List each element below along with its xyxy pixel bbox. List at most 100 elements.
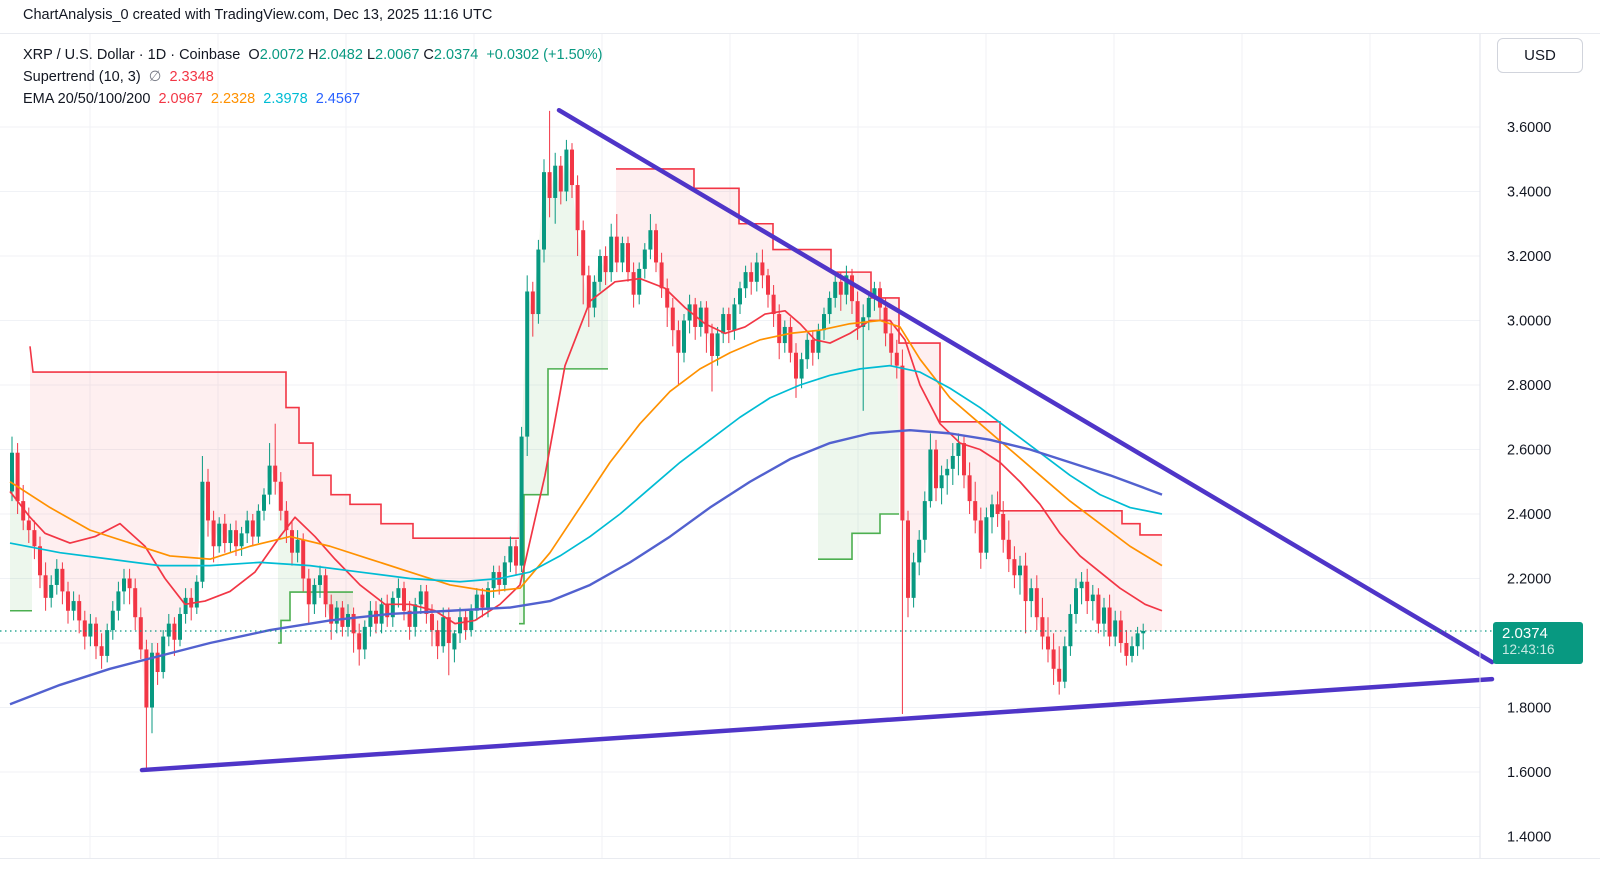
candle-body xyxy=(670,307,675,331)
supertrend-uptrend-zone xyxy=(278,496,353,643)
candle-body xyxy=(962,443,966,476)
candle-body xyxy=(435,630,440,647)
supertrend-uptrend-zone xyxy=(519,149,608,624)
page-title: ChartAnalysis_0 created with TradingView… xyxy=(23,7,493,23)
candle-body xyxy=(547,172,552,198)
candle-body xyxy=(127,578,132,589)
candle-body xyxy=(418,591,423,605)
chart-legend: XRP / U.S. Dollar · 1D · Coinbase O2.007… xyxy=(23,44,602,110)
axis-label-2.4000: 2.4000 xyxy=(1507,507,1551,523)
candle-body xyxy=(340,607,345,627)
candle-body xyxy=(614,236,619,263)
candle-body xyxy=(122,578,126,592)
candle-body xyxy=(984,517,989,553)
candle-body xyxy=(228,530,233,544)
candle-body xyxy=(1074,588,1078,614)
candle-body xyxy=(1124,643,1129,656)
candle-body xyxy=(318,575,322,585)
candle-body xyxy=(15,452,20,502)
axis-label-3.4000: 3.4000 xyxy=(1507,185,1551,201)
candle-body xyxy=(390,597,395,618)
candle-body xyxy=(250,520,255,537)
ema50-line xyxy=(9,319,1163,593)
candle-body xyxy=(407,610,412,627)
candle-body xyxy=(810,339,815,353)
candle-body xyxy=(385,604,390,618)
candle-body xyxy=(609,236,614,273)
candle-body xyxy=(486,588,490,608)
supertrend-support-line xyxy=(278,591,353,644)
ema200-line xyxy=(9,428,1163,706)
candle-body xyxy=(295,539,300,553)
candle-body xyxy=(592,281,597,308)
candle-body xyxy=(21,501,26,521)
candle-body xyxy=(82,620,87,637)
title-bar: ChartAnalysis_0 created with TradingView… xyxy=(0,0,1600,34)
candle-body xyxy=(1102,607,1106,624)
candle-body xyxy=(799,359,804,379)
supertrend-resistance-line xyxy=(616,168,1162,536)
supertrend-support-line xyxy=(519,368,608,625)
candle-body xyxy=(659,262,664,289)
open-label: O xyxy=(248,47,260,63)
candle-body xyxy=(1046,636,1050,650)
candle-body xyxy=(866,297,871,318)
axis-label-3.2000: 3.2000 xyxy=(1507,249,1551,265)
candle-body xyxy=(222,523,227,544)
candle-body xyxy=(278,481,283,511)
candle-body xyxy=(116,591,121,611)
candle-body xyxy=(284,510,289,531)
candle-body xyxy=(150,652,154,708)
candle-body xyxy=(38,546,42,576)
candle-body xyxy=(245,520,250,534)
candle-body xyxy=(687,304,692,321)
candle-body xyxy=(598,256,602,282)
candle-body xyxy=(1113,620,1118,637)
candle-body xyxy=(906,520,910,598)
candle-body xyxy=(290,530,294,553)
candle-body xyxy=(474,594,479,611)
change-value: +0.0302 (+1.50%) xyxy=(486,47,603,63)
candle-body xyxy=(754,262,759,282)
candle-body xyxy=(788,326,793,353)
candle-body xyxy=(402,588,406,611)
descending-resistance-trendline[interactable] xyxy=(556,107,1495,665)
candle-body xyxy=(1034,588,1039,618)
price-scale[interactable] xyxy=(1480,33,1600,858)
candle-body xyxy=(1141,630,1146,634)
candle-body xyxy=(491,572,496,589)
candle-body xyxy=(575,185,580,231)
candle-body xyxy=(542,172,546,250)
candle-body xyxy=(676,330,681,353)
candle-body xyxy=(637,268,642,295)
candle-body xyxy=(458,617,462,634)
currency-toggle-button[interactable]: USD xyxy=(1497,38,1583,73)
candle-body xyxy=(49,584,54,598)
average-icon: ∅ xyxy=(148,69,162,85)
candle-body xyxy=(844,275,849,295)
legend-symbol-row: XRP / U.S. Dollar · 1D · Coinbase O2.007… xyxy=(23,44,602,66)
candle-body xyxy=(1107,607,1112,637)
candle-body xyxy=(889,333,894,353)
candle-body xyxy=(144,649,149,708)
candle-body xyxy=(855,301,860,327)
high-label: H xyxy=(308,47,319,63)
candle-body xyxy=(441,617,446,647)
supertrend-support-line xyxy=(818,513,899,560)
candle-body xyxy=(323,575,328,605)
time-axis[interactable] xyxy=(0,858,1600,877)
candle-body xyxy=(1001,514,1006,540)
ascending-support-trendline[interactable] xyxy=(139,676,1495,773)
candle-body xyxy=(530,291,535,315)
candle-body xyxy=(60,568,65,592)
candle-body xyxy=(452,633,457,650)
candle-body xyxy=(172,623,177,640)
candle-body xyxy=(917,539,922,563)
candle-body xyxy=(430,613,434,631)
high-value: 2.0482 xyxy=(318,47,363,63)
candle-body xyxy=(872,288,877,298)
candle-body xyxy=(166,623,171,637)
candle-body xyxy=(110,610,115,631)
